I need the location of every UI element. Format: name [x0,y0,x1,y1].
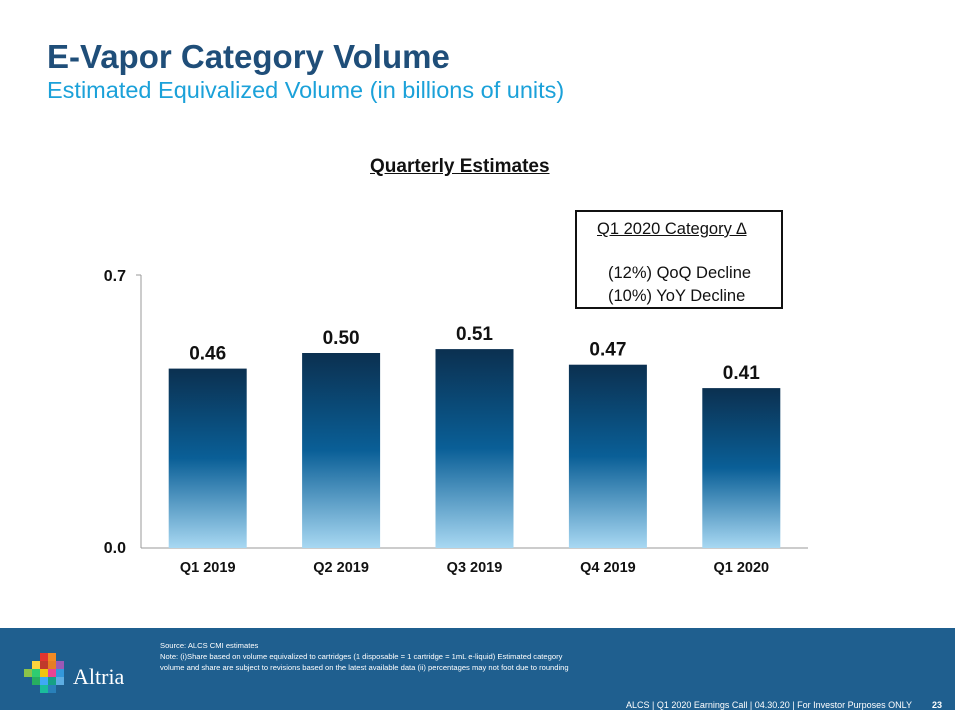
bar-q1-2020 [702,388,781,548]
bar-q3-2019 [435,349,514,548]
bar-q4-2019 [568,364,647,548]
data-label: 0.51 [456,324,493,345]
y-tick-label-min: 0.0 [104,540,126,557]
footer-bar-text: ALCS | Q1 2020 Earnings Call | 04.30.20 … [625,700,912,710]
footer-notes: Source: ALCS CMI estimates Note: (i)Shar… [160,640,720,673]
footer-band: Altria Source: ALCS CMI estimates Note: … [0,628,955,710]
bar-chart: 0.7 0.0 0.46 Q1 2019 0.50 Q2 2019 0.51 Q3 201… [104,268,808,576]
x-tick-label: Q4 2019 [580,560,636,576]
page-number: 23 [931,700,942,710]
bar-q2-2019 [302,353,381,548]
callout-heading: Q1 2020 Category ∆ [597,220,747,238]
footer-source: Source: ALCS CMI estimates [160,641,259,650]
data-label: 0.41 [723,363,760,384]
data-label: 0.46 [189,344,226,365]
slide-subtitle: Estimated Equivalized Volume (in billion… [47,77,565,103]
bar-q1-2019 [168,368,247,548]
altria-logo-text: Altria [73,664,125,689]
x-tick-label: Q1 2020 [713,560,769,576]
x-tick-label: Q1 2019 [180,560,236,576]
footer-bar: ALCS | Q1 2020 Earnings Call | 04.30.20 … [626,700,942,710]
x-tick-label: Q3 2019 [447,560,503,576]
data-label: 0.50 [323,328,360,349]
callout-yoy-line: (10%) YoY Decline [608,287,746,305]
y-tick-label-max: 0.7 [104,268,126,285]
x-tick-label: Q2 2019 [313,560,369,576]
footer-note-line1: Note: (i)Share based on volume equivaliz… [160,652,563,661]
altria-logo-icon [24,653,64,693]
data-label: 0.47 [589,340,626,361]
category-change-callout: Q1 2020 Category ∆ (12%) QoQ Decline (10… [575,210,783,309]
slide-title: E-Vapor Category Volume [47,38,450,75]
callout-qoq-line: (12%) QoQ Decline [608,264,752,282]
chart-title: Quarterly Estimates [370,156,550,177]
footer-note-line2: volume and share are subject to revision… [160,663,569,672]
